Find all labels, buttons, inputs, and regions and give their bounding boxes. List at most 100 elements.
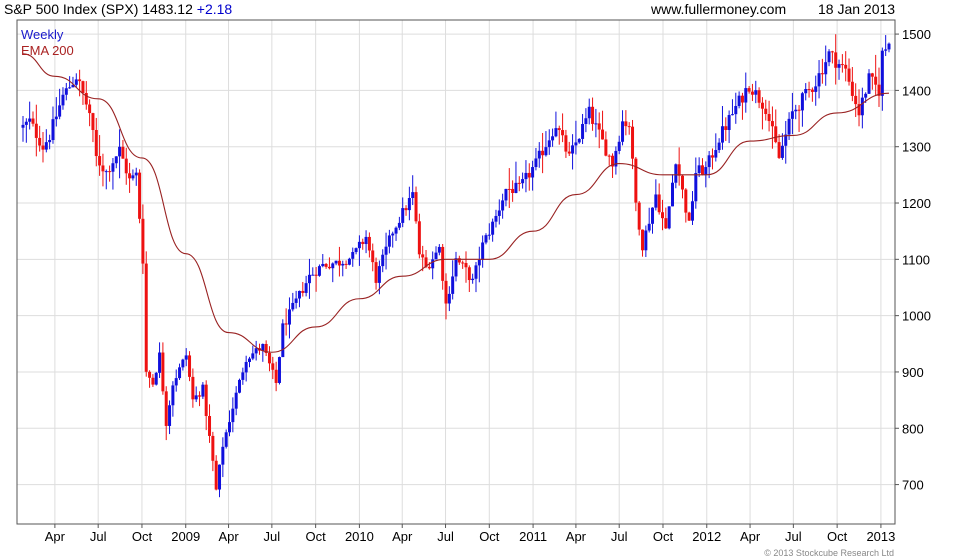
candle-body: [281, 323, 285, 358]
candle-body: [504, 188, 508, 201]
y-tick-label: 700: [902, 478, 924, 493]
candle-body: [364, 236, 368, 245]
candle-body: [251, 353, 255, 359]
candle-body: [507, 188, 511, 190]
candle-body: [774, 126, 778, 143]
candle-body: [724, 126, 728, 130]
x-tick-label: 2012: [692, 529, 721, 544]
candle-body: [754, 90, 758, 95]
x-tick-label: Jul: [785, 529, 802, 544]
x-tick-label: Oct: [827, 529, 848, 544]
candle-body: [31, 118, 35, 124]
candle-body: [241, 372, 245, 380]
candle-body: [71, 84, 75, 88]
candle-body: [581, 123, 585, 139]
candle-body: [534, 158, 538, 168]
candle-body: [284, 323, 288, 325]
candle-body: [607, 155, 611, 157]
candle-body: [88, 104, 92, 114]
candle-body: [164, 391, 168, 426]
candle-body: [104, 171, 108, 173]
candle-body: [191, 376, 195, 400]
candle-body: [524, 172, 528, 180]
axes: 700 800 900 1000 1100 1200 1300 1400 1500 Apr Jul O…: [45, 27, 931, 544]
x-tick-label: Apr: [392, 529, 413, 544]
candle-body: [28, 118, 32, 122]
candle-body: [454, 258, 458, 277]
candle-body: [817, 73, 821, 87]
candle-body: [537, 150, 541, 159]
x-tick-label: Apr: [45, 529, 66, 544]
candle-body: [451, 276, 455, 294]
candle-body: [407, 198, 411, 211]
candle-body: [254, 348, 258, 354]
legend-weekly: Weekly: [21, 27, 64, 42]
candle-body: [621, 121, 625, 142]
candle-body: [238, 379, 241, 393]
candle-body: [171, 385, 175, 406]
candle-body: [244, 361, 248, 373]
candle-body: [307, 274, 311, 284]
candle-body: [58, 105, 62, 117]
candle-body: [857, 104, 861, 116]
x-tick-label: Oct: [132, 529, 153, 544]
source-site: www.fullermoney.com: [651, 1, 787, 17]
candle-body: [461, 262, 465, 264]
candle-body: [64, 88, 68, 95]
candle-body: [784, 134, 788, 146]
candle-body: [141, 218, 145, 264]
candle-body: [391, 233, 395, 236]
candle-body: [797, 109, 801, 111]
candle-body: [767, 114, 771, 122]
candle-body: [381, 254, 385, 267]
candle-body: [464, 263, 468, 268]
y-tick-label: 1300: [902, 140, 931, 155]
candle-body: [218, 464, 222, 490]
candle-body: [834, 52, 838, 68]
candle-body: [574, 142, 578, 146]
candle-body: [247, 358, 251, 362]
candle-body: [148, 371, 152, 378]
candle-body: [547, 140, 551, 148]
candle-body: [684, 189, 688, 213]
candle-body: [887, 43, 891, 50]
candle-body: [231, 408, 235, 423]
candle-body: [787, 118, 791, 135]
candle-body: [344, 263, 348, 265]
candle-body: [667, 206, 671, 229]
candle-body: [277, 357, 281, 383]
candle-body: [377, 266, 381, 283]
y-tick-label: 1400: [902, 83, 931, 98]
candle-body: [847, 68, 851, 82]
candle-body: [174, 378, 178, 386]
candle-body: [827, 51, 831, 63]
candle-body: [228, 422, 232, 433]
candle-body: [740, 95, 744, 103]
candle-body: [131, 175, 135, 179]
candle-body: [561, 130, 565, 136]
candle-body: [594, 123, 598, 125]
candle-body: [727, 115, 731, 130]
candle-body: [54, 116, 58, 120]
candle-body: [577, 138, 581, 143]
candle-body: [734, 106, 738, 115]
candle-body: [617, 141, 621, 151]
candle-body: [434, 252, 438, 260]
candle-body: [877, 84, 881, 96]
candle-body: [447, 293, 451, 304]
last-price: 1483.12: [142, 1, 193, 17]
candle-body: [74, 79, 78, 85]
candle-body: [421, 254, 425, 258]
candle-body: [94, 130, 98, 157]
candle-body: [124, 158, 128, 174]
x-tick-label: Jul: [264, 529, 281, 544]
candle-body: [687, 212, 691, 221]
x-tick-label: 2009: [171, 529, 200, 544]
x-tick-label: 2010: [345, 529, 374, 544]
candle-body: [204, 384, 208, 417]
candle-body: [854, 95, 858, 105]
candle-body: [158, 352, 162, 373]
candle-body: [700, 165, 704, 175]
candle-body: [511, 188, 515, 194]
candle-body: [34, 123, 38, 138]
